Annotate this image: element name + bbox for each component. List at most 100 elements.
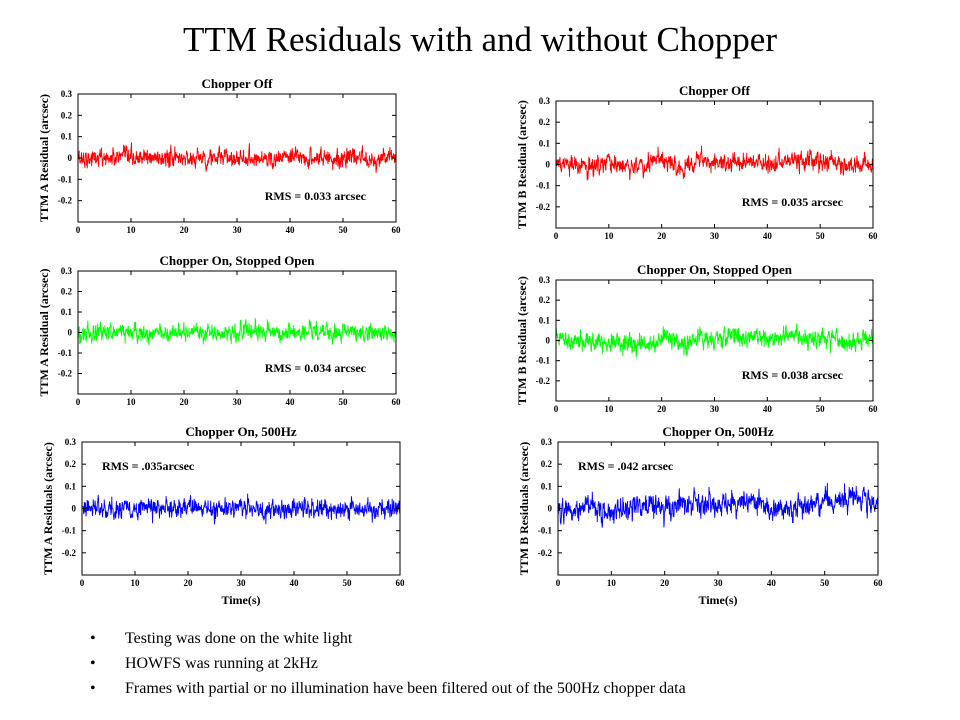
- x-tick-label: 0: [554, 404, 559, 414]
- y-tick-label: -0.2: [536, 202, 551, 212]
- x-tick-label: 20: [660, 578, 670, 588]
- x-tick-label: 40: [767, 578, 777, 588]
- y-axis-label: TTM A Residuals (arcsec): [41, 442, 55, 575]
- x-tick-label: 0: [76, 397, 81, 407]
- y-tick-label: 0.2: [65, 459, 77, 469]
- y-tick-label: 0: [68, 328, 73, 338]
- y-tick-label: -0.2: [538, 548, 553, 558]
- residual-chart: Chopper Off TTM A Residual (arcsec) 0 10 20 3…: [37, 76, 402, 235]
- x-tick-label: 0: [80, 578, 85, 588]
- chart-title: Chopper On, Stopped Open: [159, 253, 315, 268]
- x-tick-label: 20: [180, 225, 190, 235]
- y-tick-label: -0.1: [62, 526, 77, 536]
- x-tick-label: 10: [127, 397, 137, 407]
- y-tick-label: 0.1: [65, 481, 77, 491]
- y-tick-label: 0.3: [61, 89, 73, 99]
- residual-series-line: [81, 493, 401, 525]
- x-tick-label: 50: [339, 225, 349, 235]
- x-tick-label: 50: [343, 578, 353, 588]
- x-tick-label: 30: [233, 225, 243, 235]
- bullet-item: • Frames with partial or no illumination …: [90, 676, 686, 701]
- rms-annotation: RMS = 0.035 arcsec: [742, 195, 844, 209]
- y-axis-label: TTM B Residual (arcsec): [515, 276, 529, 405]
- x-tick-label: 60: [869, 231, 879, 241]
- y-tick-label: 0.1: [61, 132, 73, 142]
- y-tick-label: 0.2: [541, 459, 553, 469]
- y-tick-label: 0: [548, 504, 553, 514]
- rms-annotation: RMS = .035arcsec: [102, 459, 195, 473]
- x-tick-label: 10: [604, 231, 614, 241]
- residual-series-line: [555, 323, 874, 358]
- y-tick-label: 0.3: [539, 96, 551, 106]
- x-tick-label: 0: [76, 225, 81, 235]
- residual-chart: Chopper On, Stopped Open TTM B Residual (…: [515, 262, 879, 414]
- y-tick-label: -0.1: [536, 356, 551, 366]
- y-tick-label: 0.2: [539, 117, 551, 127]
- x-tick-label: 10: [127, 225, 137, 235]
- x-tick-label: 50: [816, 231, 826, 241]
- y-axis-label: TTM B Residual (arcsec): [515, 100, 529, 229]
- y-tick-label: 0.3: [61, 266, 73, 276]
- x-axis-label: Time(s): [698, 593, 737, 607]
- residual-chart: Chopper On, Stopped Open TTM A Residual (…: [37, 253, 402, 407]
- rms-annotation: RMS = 0.033 arcsec: [265, 189, 367, 203]
- y-tick-label: 0.3: [539, 275, 551, 285]
- y-tick-label: 0.2: [61, 110, 73, 120]
- x-tick-label: 40: [290, 578, 300, 588]
- residual-chart: Chopper Off TTM B Residual (arcsec) 0 10 20 3…: [515, 83, 879, 241]
- chart-title: Chopper Off: [202, 76, 274, 91]
- y-tick-label: 0: [72, 504, 77, 514]
- residual-series-line: [555, 145, 874, 181]
- x-tick-label: 60: [392, 225, 402, 235]
- bullet-item: • Testing was done on the white light: [90, 626, 686, 651]
- y-tick-label: -0.2: [62, 548, 77, 558]
- x-tick-label: 10: [607, 578, 617, 588]
- rms-annotation: RMS = .042 arcsec: [578, 459, 674, 473]
- x-tick-label: 20: [657, 231, 667, 241]
- x-tick-label: 20: [657, 404, 667, 414]
- y-tick-label: -0.1: [58, 348, 73, 358]
- bullet-list: • Testing was done on the white light • HOW…: [90, 626, 686, 701]
- x-tick-label: 10: [604, 404, 614, 414]
- y-tick-label: 0.2: [61, 287, 73, 297]
- x-tick-label: 30: [233, 397, 243, 407]
- residual-chart: Chopper On, 500Hz TTM A Residuals (arcsec…: [41, 424, 406, 607]
- x-tick-label: 50: [339, 397, 349, 407]
- y-tick-label: 0: [546, 160, 551, 170]
- y-axis-label: TTM B Residuals (arcsec): [517, 442, 531, 575]
- bullet-item: • HOWFS was running at 2kHz: [90, 651, 686, 676]
- slide-title: TTM Residuals with and without Chopper: [183, 20, 777, 59]
- y-tick-label: -0.2: [58, 369, 73, 379]
- x-tick-label: 60: [392, 397, 402, 407]
- x-tick-label: 30: [237, 578, 247, 588]
- rms-annotation: RMS = 0.038 arcsec: [742, 368, 844, 382]
- x-axis-label: Time(s): [221, 593, 260, 607]
- y-tick-label: -0.2: [58, 196, 73, 206]
- bullet-text: Frames with partial or no illumination h…: [125, 680, 686, 697]
- x-tick-label: 50: [820, 578, 830, 588]
- bullet-marker: •: [90, 655, 96, 672]
- y-axis-label: TTM A Residual (arcsec): [37, 268, 51, 396]
- x-tick-label: 30: [714, 578, 724, 588]
- chart-title: Chopper On, 500Hz: [662, 424, 774, 439]
- y-tick-label: 0.1: [539, 138, 551, 148]
- x-tick-label: 30: [710, 404, 720, 414]
- y-tick-label: 0.1: [61, 307, 73, 317]
- x-tick-label: 10: [131, 578, 141, 588]
- x-tick-label: 60: [869, 404, 879, 414]
- bullet-marker: •: [90, 630, 96, 647]
- y-tick-label: -0.1: [536, 181, 551, 191]
- y-tick-label: -0.2: [536, 376, 551, 386]
- y-tick-label: -0.1: [538, 526, 553, 536]
- x-tick-label: 30: [710, 231, 720, 241]
- x-tick-label: 20: [180, 397, 190, 407]
- x-tick-label: 40: [763, 404, 773, 414]
- y-tick-label: 0.3: [65, 437, 77, 447]
- x-tick-label: 0: [554, 231, 559, 241]
- x-tick-label: 0: [556, 578, 561, 588]
- x-tick-label: 60: [396, 578, 406, 588]
- y-tick-label: -0.1: [58, 174, 73, 184]
- y-tick-label: 0: [546, 336, 551, 346]
- y-tick-label: 0.1: [539, 315, 551, 325]
- bullet-text: Testing was done on the white light: [125, 630, 353, 647]
